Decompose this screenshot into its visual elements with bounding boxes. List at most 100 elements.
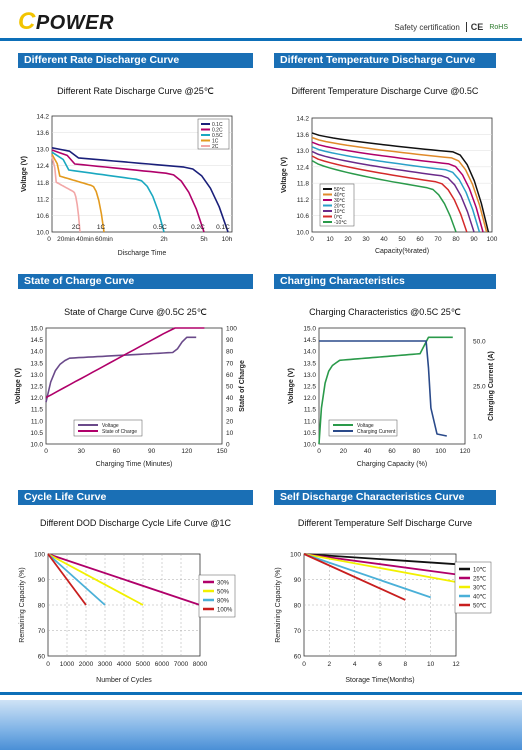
cycle-x-label: Number of Cycles: [96, 677, 152, 684]
section-header-rate: Different Rate Discharge Curve: [18, 53, 253, 68]
soc-y-label: Voltage (V): [15, 368, 22, 404]
soc-y-tick: 13.0: [30, 372, 43, 379]
rate-y-tick: 14.2: [36, 114, 49, 121]
rate-x-tick: 60min: [95, 236, 113, 243]
temp-x-tick: 10: [326, 236, 334, 243]
chg-x-tick: 60: [388, 448, 396, 455]
rate-curve-label: 1C: [97, 224, 106, 231]
rate-curve-1C: [51, 154, 105, 233]
rate-legend-label: 0.2C: [212, 128, 223, 134]
chg-y-tick: 10.5: [303, 430, 316, 437]
temp-x-tick: 100: [487, 236, 498, 243]
chg-legend-label: Charging Current: [357, 429, 396, 435]
rate-x-label: Discharge Time: [118, 250, 167, 257]
chg-y-tick: 12.5: [303, 384, 316, 391]
certification-block: Safety certification CE RoHS: [394, 22, 508, 32]
rate-curve-label: 2C: [72, 224, 81, 231]
rate-curve-0.5C: [51, 151, 165, 233]
temp-x-tick: 80: [452, 236, 460, 243]
self-y-tick: 90: [294, 577, 302, 584]
cycle-x-tick: 0: [46, 661, 50, 668]
cycle-y-tick: 90: [38, 577, 46, 584]
temp-y-label: Voltage (V): [281, 157, 288, 193]
self-y-tick: 60: [294, 654, 302, 661]
self-x-tick: 6: [378, 661, 382, 668]
temp-y-tick: 10.0: [296, 230, 309, 237]
ce-mark: CE: [465, 22, 483, 32]
chg-y-tick: 13.5: [303, 360, 316, 367]
chg-y2-tick: 25.0: [473, 384, 486, 391]
soc-x-tick: 120: [181, 448, 192, 455]
rate-y-tick: 11.8: [37, 180, 50, 187]
cycle-x-tick: 6000: [155, 661, 170, 668]
soc-x-tick: 60: [113, 448, 121, 455]
cycle-y-label: Remaining Capacity (%): [19, 567, 26, 642]
temp-y-tick: 13.6: [296, 132, 309, 139]
rate-curve-label: 0.1C: [216, 224, 230, 231]
temp-curve--10℃: [311, 159, 457, 233]
soc-y-tick: 10.5: [30, 430, 43, 437]
self-x-tick: 4: [353, 661, 357, 668]
cycle-y-tick: 100: [34, 552, 45, 559]
section-header-soc: State of Charge Curve: [18, 274, 253, 289]
logo-letter: C: [18, 8, 36, 35]
chg-y-tick: 15.0: [303, 326, 316, 333]
temp-legend-label: 10℃: [334, 209, 346, 215]
chg-y2-label: Charging Current (A): [488, 351, 495, 421]
rate-curve-label: 0.5C: [153, 224, 167, 231]
temp-y-tick: 10.6: [296, 213, 309, 220]
temp-y-tick: 12.4: [296, 164, 309, 171]
cycle-legend-label: 80%: [217, 599, 230, 605]
chart-title-temperature: Different Temperature Discharge Curve @0…: [291, 86, 479, 96]
footer-banner: [0, 700, 522, 750]
soc-x-tick: 90: [148, 448, 156, 455]
rate-y-tick: 13.6: [36, 130, 49, 137]
temp-curve-10℃: [311, 150, 475, 233]
temp-legend-label: 30℃: [334, 198, 346, 204]
soc-x-tick: 0: [44, 448, 48, 455]
chg-x-tick: 100: [435, 448, 446, 455]
chg-x-label: Charging Capacity (%): [357, 461, 427, 468]
soc-x-label: Charging Time (Minutes): [96, 461, 173, 468]
chg-y-tick: 10.0: [303, 442, 316, 449]
self-y-tick: 80: [294, 603, 302, 610]
chg-voltage-curve: [318, 336, 453, 445]
temp-curve-40℃: [311, 136, 488, 233]
chg-x-tick: 40: [364, 448, 372, 455]
chg-y2-tick: 1.0: [473, 434, 482, 441]
rate-y-tick: 10.0: [36, 230, 49, 237]
cycle-x-tick: 7000: [174, 661, 189, 668]
temp-legend-label: 50℃: [334, 187, 346, 193]
soc-y2-label: State of Charge: [239, 360, 246, 412]
soc-y2-tick: 80: [226, 349, 234, 356]
rate-curve-2C: [51, 156, 81, 233]
chg-y-tick: 14.0: [303, 349, 316, 356]
self-line-50℃: [303, 553, 406, 601]
cycle-y-tick: 60: [38, 654, 46, 661]
temp-x-tick: 50: [398, 236, 406, 243]
self-legend-label: 25℃: [473, 577, 487, 583]
rate-y-label: Voltage (V): [21, 156, 28, 192]
soc-y-tick: 10.0: [30, 442, 43, 449]
self-legend-label: 10℃: [473, 568, 487, 574]
self-line-25℃: [303, 553, 457, 576]
chg-x-tick: 0: [317, 448, 321, 455]
soc-voltage-curve: [45, 336, 197, 403]
soc-y2-tick: 70: [226, 360, 234, 367]
self-line-10℃: [303, 553, 457, 566]
rate-x-tick: 10h: [222, 236, 233, 243]
self-x-label: Storage Time(Months): [345, 677, 414, 684]
soc-y2-tick: 0: [226, 442, 230, 449]
temp-legend-label: 20℃: [334, 204, 346, 210]
temp-curve-30℃: [311, 141, 484, 233]
chg-y-tick: 12.0: [303, 395, 316, 402]
section-header-cycle-life: Cycle Life Curve: [18, 490, 253, 505]
soc-y-tick: 11.5: [31, 407, 44, 414]
self-x-tick: 2: [328, 661, 332, 668]
rate-y-tick: 11.2: [37, 196, 50, 203]
self-y-tick: 70: [294, 628, 302, 635]
soc-y2-tick: 10: [226, 430, 234, 437]
temp-y-tick: 14.2: [296, 116, 309, 123]
cycle-line-50%: [47, 553, 144, 606]
